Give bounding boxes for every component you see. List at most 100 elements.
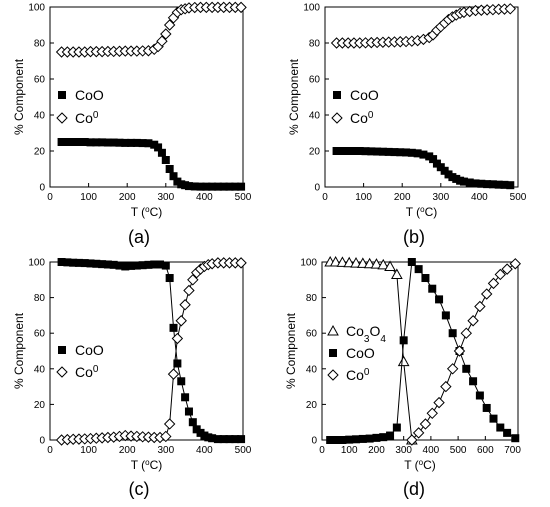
- data-point: [488, 180, 497, 189]
- chart-panel-3: 0 100 200 300 400 500 0 20 40 60 80 100 T (oC) % Comp…: [12, 257, 252, 499]
- data-point: [326, 436, 335, 444]
- x-axis-label-degree: o: [145, 458, 150, 467]
- data-point: [121, 262, 130, 271]
- data-point: [414, 265, 423, 274]
- series-line: [411, 263, 516, 441]
- data-point: [494, 268, 507, 281]
- legend-marker: [56, 112, 68, 124]
- legend: CoO Co0: [56, 342, 104, 381]
- data-point: [500, 180, 509, 189]
- data-point: [349, 147, 358, 155]
- data-point: [63, 138, 72, 146]
- y-tick-label: 100: [300, 258, 317, 269]
- data-point: [506, 181, 515, 190]
- plot-frame: [49, 6, 244, 188]
- data-point: [429, 155, 438, 164]
- legend-marker: [327, 369, 339, 381]
- data-point: [428, 284, 437, 293]
- data-point: [392, 423, 401, 432]
- data-point: [331, 436, 340, 444]
- legend-text: Co: [346, 323, 364, 339]
- y-tick-label: 0: [311, 436, 317, 447]
- y-tick-label: 0: [39, 436, 45, 447]
- y-tick-label: 60: [34, 75, 46, 86]
- data-point: [504, 3, 516, 15]
- panel-label: (c): [129, 479, 150, 499]
- data-point: [171, 332, 184, 345]
- legend-text: CoO: [346, 345, 375, 361]
- data-point: [80, 259, 89, 268]
- legend-text: Co: [350, 110, 368, 126]
- data-point: [419, 418, 432, 430]
- x-tick-label: 100: [80, 445, 97, 456]
- data-point: [419, 150, 428, 159]
- data-point: [496, 423, 505, 432]
- data-point: [208, 434, 217, 443]
- data-point: [231, 435, 240, 444]
- data-point: [103, 138, 112, 147]
- data-point: [350, 257, 362, 268]
- data-point: [74, 138, 83, 146]
- data-point: [352, 435, 361, 444]
- x-tick-label: 700: [504, 445, 521, 456]
- data-point: [156, 260, 165, 269]
- data-point: [441, 311, 450, 320]
- data-point: [235, 1, 247, 14]
- legend-superscript: 0: [368, 110, 374, 121]
- data-point: [453, 345, 466, 357]
- x-tick-label: 300: [432, 192, 449, 203]
- legend-marker: [327, 324, 339, 336]
- data-point: [208, 182, 217, 191]
- data-point: [109, 260, 118, 269]
- data-point: [413, 149, 422, 158]
- x-axis-label-degree: o: [420, 205, 425, 214]
- data-point: [390, 148, 399, 157]
- y-tick-label: 0: [39, 183, 45, 194]
- legend-marker: [333, 91, 341, 99]
- data-point: [196, 182, 205, 191]
- legend-label: CoO: [75, 342, 104, 358]
- x-tick-label: 0: [47, 445, 53, 456]
- x-tick-label: 0: [319, 445, 325, 456]
- x-tick-label: 100: [80, 192, 97, 203]
- data-point: [57, 258, 66, 266]
- x-tick-label: 300: [395, 445, 412, 456]
- y-tick-label: 20: [34, 147, 46, 158]
- data-point: [370, 258, 383, 269]
- y-tick-label: 100: [28, 258, 45, 269]
- data-point: [509, 258, 521, 270]
- data-point: [92, 138, 101, 147]
- data-point: [407, 148, 416, 157]
- data-point: [459, 177, 468, 186]
- data-point: [167, 368, 180, 380]
- data-point: [345, 435, 354, 444]
- data-point: [63, 258, 72, 267]
- data-point: [69, 138, 78, 146]
- x-tick-label: 400: [423, 445, 440, 456]
- data-point: [165, 274, 174, 283]
- data-point: [397, 355, 410, 367]
- legend-marker: [329, 349, 337, 357]
- data-point: [132, 138, 141, 147]
- series-Co0: [55, 1, 247, 58]
- data-point: [435, 295, 444, 304]
- data-point: [109, 138, 118, 147]
- x-axis-label-unit: C): [425, 205, 438, 219]
- legend-label: Co0: [75, 364, 99, 381]
- data-point: [482, 403, 491, 412]
- data-point: [190, 182, 199, 191]
- y-tick-label: 80: [309, 39, 321, 50]
- y-tick-label: 80: [306, 293, 318, 304]
- series-CoO: [332, 147, 515, 190]
- x-axis-label: T (oC): [406, 205, 438, 220]
- x-tick-label: 200: [119, 192, 136, 203]
- data-point: [402, 148, 411, 157]
- legend: CoO Co0: [56, 87, 104, 126]
- legend-text: Co: [346, 367, 364, 383]
- legend-marker: [56, 366, 68, 378]
- series-CoO: [326, 258, 520, 444]
- data-point: [138, 261, 147, 270]
